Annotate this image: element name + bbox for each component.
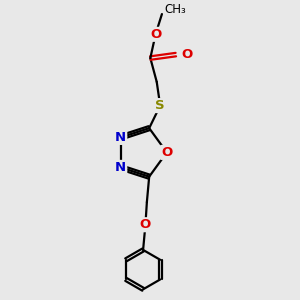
Text: O: O <box>181 48 192 61</box>
Text: N: N <box>115 161 126 174</box>
Text: O: O <box>140 218 151 231</box>
Text: CH₃: CH₃ <box>164 3 186 16</box>
Text: O: O <box>150 28 161 41</box>
Text: S: S <box>155 99 165 112</box>
Text: O: O <box>161 146 172 159</box>
Text: N: N <box>115 131 126 144</box>
